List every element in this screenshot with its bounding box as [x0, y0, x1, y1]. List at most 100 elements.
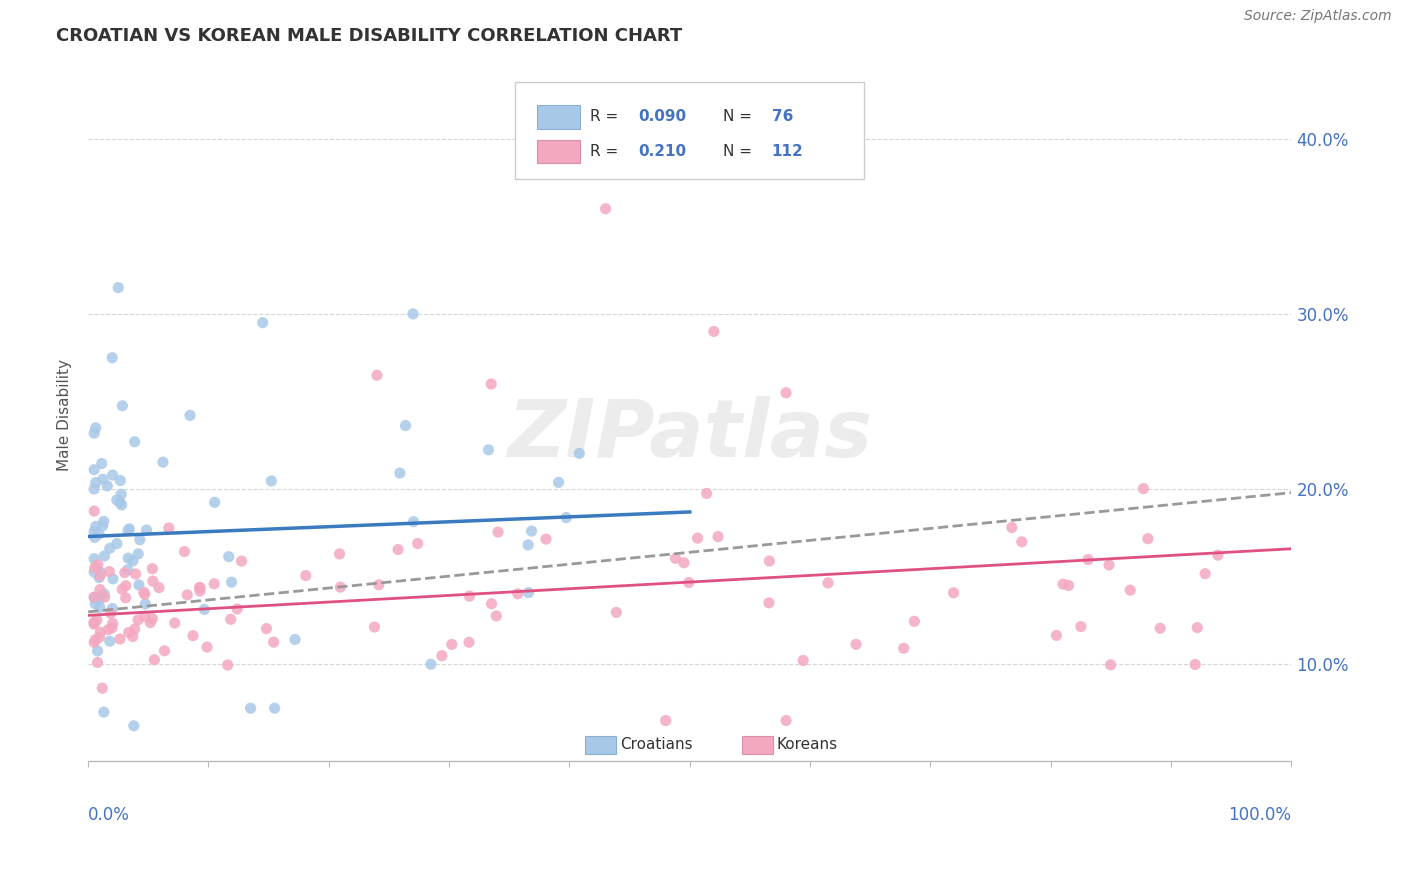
Text: R =: R =: [591, 145, 619, 159]
Point: [86, 656, 108, 670]
Point: [117, 524, 139, 538]
Point: [135, 523, 157, 537]
Point: [87, 558, 110, 572]
Point: [479, 376, 502, 391]
Point: [101, 351, 124, 365]
Point: [942, 586, 965, 600]
Point: [664, 551, 686, 566]
Point: [366, 368, 388, 383]
Point: [707, 530, 730, 544]
Point: [845, 637, 868, 651]
Text: Source: ZipAtlas.com: Source: ZipAtlas.com: [1244, 9, 1392, 23]
Point: [121, 630, 143, 644]
Point: [703, 325, 725, 339]
Point: [83, 560, 105, 574]
Point: [179, 409, 201, 423]
Point: [128, 578, 150, 592]
Text: N =: N =: [724, 110, 752, 125]
Point: [128, 533, 150, 547]
Point: [1187, 621, 1209, 635]
Point: [595, 202, 617, 216]
Point: [115, 579, 138, 593]
Point: [89, 568, 111, 582]
Point: [105, 536, 128, 550]
Point: [89, 625, 111, 640]
Point: [420, 657, 443, 672]
Point: [1099, 657, 1122, 672]
Point: [134, 587, 156, 601]
Point: [89, 582, 111, 597]
Point: [124, 622, 146, 636]
Point: [367, 578, 389, 592]
Point: [89, 527, 111, 541]
Point: [148, 581, 170, 595]
Point: [226, 602, 249, 616]
Point: [118, 522, 141, 536]
Point: [775, 385, 797, 400]
Point: [87, 570, 110, 584]
Point: [678, 575, 700, 590]
Point: [188, 581, 211, 595]
Text: CROATIAN VS KOREAN MALE DISABILITY CORRELATION CHART: CROATIAN VS KOREAN MALE DISABILITY CORRE…: [56, 27, 682, 45]
Point: [430, 648, 453, 663]
Point: [256, 622, 278, 636]
Point: [1001, 520, 1024, 534]
Point: [406, 536, 429, 550]
Point: [118, 625, 141, 640]
Point: [93, 515, 115, 529]
Point: [387, 542, 409, 557]
Point: [132, 585, 155, 599]
Text: Croatians: Croatians: [620, 738, 693, 753]
Point: [117, 563, 139, 577]
Point: [176, 588, 198, 602]
Text: 76: 76: [772, 110, 793, 125]
Point: [239, 701, 262, 715]
Point: [83, 426, 105, 441]
Point: [402, 307, 425, 321]
Point: [157, 521, 180, 535]
Point: [83, 615, 105, 630]
Point: [1132, 482, 1154, 496]
Point: [98, 634, 121, 648]
Point: [83, 463, 105, 477]
Point: [294, 568, 316, 582]
Point: [817, 575, 839, 590]
Point: [1070, 619, 1092, 633]
FancyBboxPatch shape: [537, 140, 581, 163]
Text: Koreans: Koreans: [776, 738, 838, 753]
Point: [89, 600, 111, 615]
Point: [153, 644, 176, 658]
Point: [83, 551, 105, 566]
Point: [91, 472, 114, 486]
Point: [1045, 628, 1067, 642]
Point: [1206, 548, 1229, 562]
Point: [195, 640, 218, 654]
Point: [110, 487, 132, 501]
Point: [122, 554, 145, 568]
Point: [101, 468, 124, 483]
Text: ZIPatlas: ZIPatlas: [508, 396, 872, 475]
Point: [1184, 657, 1206, 672]
Point: [142, 574, 165, 588]
Text: R =: R =: [591, 110, 619, 125]
Point: [141, 612, 163, 626]
Point: [83, 591, 105, 605]
Point: [252, 316, 274, 330]
Point: [263, 701, 285, 715]
Point: [84, 421, 107, 435]
Point: [263, 635, 285, 649]
Point: [152, 455, 174, 469]
Point: [217, 657, 239, 672]
Point: [1098, 558, 1121, 572]
Point: [506, 587, 529, 601]
Point: [101, 621, 124, 635]
FancyBboxPatch shape: [585, 736, 616, 754]
Point: [122, 719, 145, 733]
Point: [534, 532, 557, 546]
Point: [402, 515, 425, 529]
Point: [188, 584, 211, 599]
Point: [91, 518, 114, 533]
Point: [218, 549, 240, 564]
Point: [83, 504, 105, 518]
Point: [219, 612, 242, 626]
